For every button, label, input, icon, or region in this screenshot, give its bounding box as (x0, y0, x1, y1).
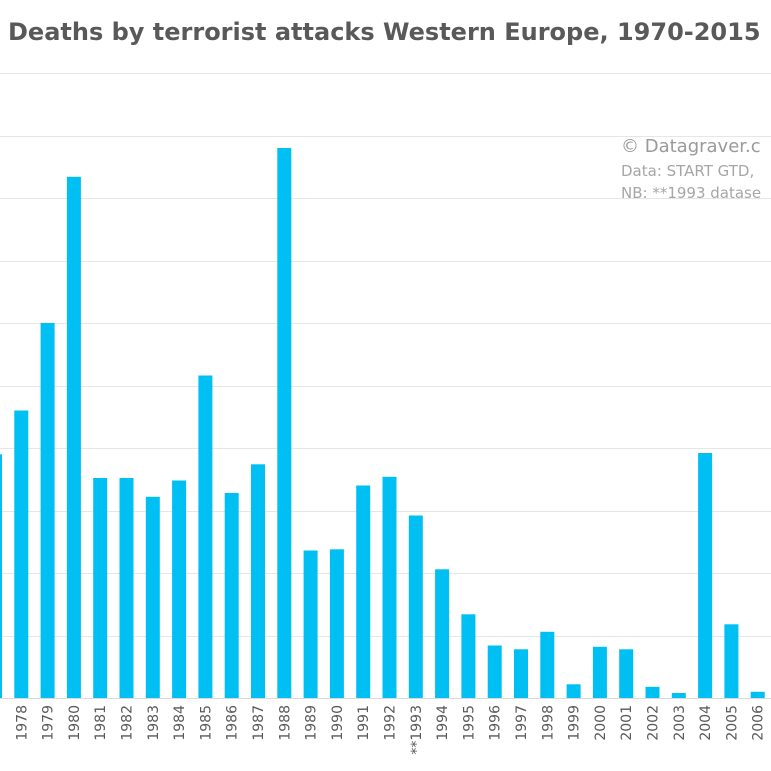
bar-series (0, 148, 765, 699)
bar-1982 (119, 478, 134, 698)
x-tick-label: 1980 (67, 705, 83, 741)
credit-note: NB: **1993 datase (621, 184, 762, 202)
x-tick-label: 1979 (41, 705, 57, 741)
bar-1999 (566, 684, 581, 699)
bar-1987 (251, 464, 265, 699)
chart-title: Deaths by terrorist attacks Western Euro… (8, 18, 761, 46)
bar-2006 (750, 691, 765, 699)
bar-1977 (0, 454, 2, 699)
bar-1994 (435, 569, 450, 699)
bar-1990 (329, 549, 344, 699)
bar-2002 (645, 686, 660, 699)
bar-2003 (671, 693, 686, 698)
x-tick-label: 1999 (567, 705, 583, 741)
bar-1995 (461, 614, 476, 699)
x-tick-label: 1987 (251, 705, 267, 741)
x-tick-label: 1991 (356, 705, 372, 741)
bar-1998 (540, 631, 555, 699)
x-tick-label: 2000 (593, 705, 609, 741)
bar-1978 (14, 410, 29, 698)
x-tick-label: 1995 (461, 705, 477, 741)
x-tick-label: 1981 (93, 705, 109, 741)
bar-1983 (145, 496, 160, 699)
x-tick-label: 1985 (198, 705, 214, 741)
bar-1981 (93, 478, 108, 698)
x-tick-label: 2003 (672, 705, 688, 741)
x-tick-label: 1998 (540, 705, 556, 741)
bar-1997 (514, 649, 528, 699)
x-tick-label: 2002 (646, 705, 662, 741)
x-tick-label: 1977 (0, 705, 4, 741)
x-tick-label: 2001 (619, 705, 635, 741)
x-tick-label: 1989 (304, 705, 320, 741)
bar-2000 (592, 646, 607, 699)
x-tick-label: 1986 (225, 705, 241, 741)
bar-1988 (277, 148, 292, 698)
x-tick-label: 1982 (120, 705, 136, 741)
x-tick-label: 1983 (146, 705, 162, 741)
credit-source: © Datagraver.c (621, 136, 761, 157)
x-tick-label: 2004 (698, 705, 714, 741)
bar-1984 (172, 480, 187, 698)
x-tick-label: 2006 (751, 705, 767, 741)
x-tick-label: 1994 (435, 705, 451, 741)
credit-data-source: Data: START GTD, (621, 162, 755, 180)
bar-1985 (198, 375, 213, 698)
bar-1980 (66, 176, 81, 699)
bar-1986 (224, 493, 239, 698)
x-tick-label: 1992 (383, 705, 399, 741)
x-tick-label: 1978 (14, 705, 30, 741)
x-tick-labels: 1977 1978 1979 1980 1981 1982 1983 1984 1985 1986… (0, 705, 767, 755)
bar-2004 (698, 453, 713, 698)
bar-1979 (40, 323, 55, 698)
x-tick-label: 1990 (330, 705, 346, 741)
x-tick-label: **1993 (409, 705, 425, 755)
bar-1992 (382, 476, 397, 699)
bar-1996 (487, 645, 502, 698)
x-tick-label: 1996 (488, 705, 504, 741)
bar-1991 (356, 485, 371, 698)
bar-1989 (303, 550, 318, 698)
x-tick-label: 1997 (514, 705, 530, 741)
bar-1993 (408, 515, 423, 698)
x-tick-label: 2005 (724, 705, 740, 741)
x-tick-label: 1988 (277, 705, 293, 741)
bar-2001 (619, 649, 634, 699)
bar-2005 (724, 624, 739, 699)
x-tick-label: 1984 (172, 705, 188, 741)
